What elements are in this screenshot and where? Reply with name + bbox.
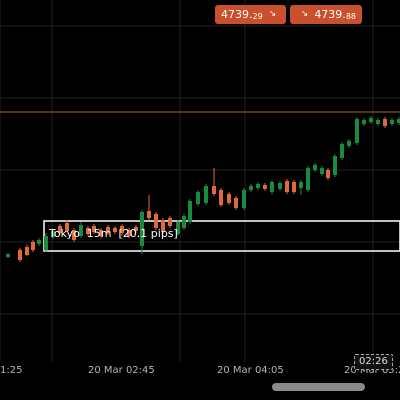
candlestick	[86, 226, 90, 236]
sell-price-main: 4739.	[221, 7, 253, 21]
time-axis-label: 20 Mar 04:05	[217, 365, 284, 376]
candlestick	[355, 117, 359, 145]
candlestick	[397, 117, 400, 125]
candlestick	[188, 199, 192, 224]
candlestick	[278, 181, 282, 191]
candlestick	[383, 117, 387, 128]
countdown-badge: 02:26	[354, 354, 393, 370]
candlestick	[106, 225, 110, 235]
candlestick	[134, 225, 138, 233]
buy-price-main: 4739.	[314, 7, 346, 21]
candlestick	[285, 179, 289, 194]
candlestick	[292, 180, 296, 194]
candlestick	[204, 184, 208, 205]
candlestick	[299, 180, 303, 195]
candlestick	[44, 233, 48, 252]
candlestick	[168, 216, 172, 228]
candlestick	[340, 142, 344, 160]
candlestick	[196, 190, 200, 206]
candlestick	[154, 212, 158, 230]
candlestick	[227, 192, 231, 205]
candlestick	[147, 195, 151, 220]
candlestick	[234, 196, 238, 210]
candlestick	[313, 163, 317, 172]
candlestick	[270, 180, 274, 194]
candlestick	[79, 222, 83, 238]
candlestick	[113, 226, 117, 234]
candlestick	[120, 224, 124, 236]
candlestick	[347, 139, 351, 148]
candlestick	[256, 182, 260, 190]
candlestick	[369, 116, 373, 124]
candlestick	[263, 183, 267, 191]
candlestick	[362, 118, 366, 126]
candlestick	[37, 238, 41, 246]
time-axis-label: 20 Mar 02:45	[88, 365, 155, 376]
candlestick	[127, 228, 131, 238]
candlestick	[6, 253, 10, 258]
arrow-down-right-icon: ↘	[268, 9, 277, 19]
candlestick	[25, 245, 29, 256]
candlestick	[333, 154, 337, 177]
candlestick	[72, 228, 76, 242]
arrow-down-right-icon: ↘	[300, 9, 309, 19]
candlestick	[58, 224, 62, 235]
candlestick	[31, 240, 35, 252]
candlestick	[390, 118, 394, 126]
candlestick	[249, 184, 253, 192]
sell-price-small: 29	[252, 11, 263, 21]
candlestick	[51, 229, 55, 239]
candlestick	[306, 166, 310, 192]
candlestick	[376, 118, 380, 126]
candlestick	[326, 168, 330, 180]
time-axis-label: 1:25	[0, 365, 23, 376]
session-box-label: Tokyo 15m [20.1 pips]	[49, 227, 178, 240]
buy-price-small: 88	[345, 11, 356, 21]
candlestick	[65, 220, 69, 232]
candlestick	[176, 220, 180, 236]
candlestick	[140, 210, 144, 254]
candlestick	[161, 218, 165, 234]
candlestick	[18, 248, 22, 262]
candlestick	[212, 168, 216, 196]
sell-price-button[interactable]: 4739.29 ↘	[215, 5, 286, 24]
candlestick	[99, 228, 103, 238]
candlestick	[182, 214, 186, 230]
candlestick	[92, 224, 96, 234]
buy-price-button[interactable]: ↘ 4739.88	[290, 5, 362, 24]
candlestick	[320, 166, 324, 176]
time-scrollbar[interactable]	[272, 383, 365, 391]
time-axis-label: 20 Mar 05:25	[344, 365, 400, 376]
candlestick	[219, 188, 223, 207]
candlestick	[242, 188, 246, 210]
